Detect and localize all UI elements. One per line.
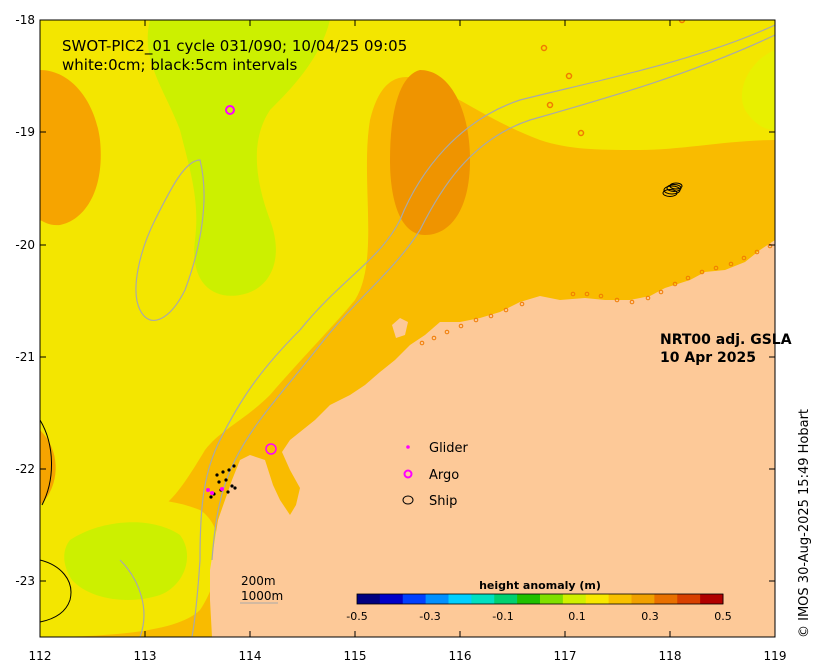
colorbar: height anomaly (m) -0.5 -0.3 -0.1 0.1 0.… — [346, 579, 731, 623]
colorbar-title: height anomaly (m) — [479, 579, 601, 592]
argo-marker — [225, 105, 235, 115]
lat-tick-label: -20 — [15, 238, 35, 252]
lon-tick-label: 118 — [659, 649, 682, 663]
sla-lime-east — [741, 50, 775, 130]
legend-label-ship: Ship — [429, 494, 457, 509]
sla-contours-5cm — [40, 419, 72, 623]
lat-tick-label: -21 — [15, 350, 35, 364]
depth-label-200m: 200m — [241, 574, 276, 588]
colorbar-frame — [356, 593, 724, 605]
argo-marker — [540, 44, 548, 52]
lon-tick-label: 114 — [239, 649, 262, 663]
colorbar-tick-label: 0.3 — [641, 610, 659, 623]
argo-legend-icon — [403, 469, 413, 479]
product-name: NRT00 adj. GSLA — [660, 332, 792, 348]
bathymetry-contours — [119, 24, 775, 637]
colorbar-tick-label: -0.5 — [346, 610, 367, 623]
colorbar-cell — [562, 594, 587, 604]
sla-lime-south — [64, 522, 188, 600]
lat-tick-label: -19 — [15, 125, 35, 139]
map-area — [40, 20, 775, 637]
glider-legend-icon — [406, 445, 410, 449]
colorbar-cell — [402, 594, 427, 604]
colorbar-tick-label: 0.5 — [714, 610, 732, 623]
colorbar-cell — [425, 594, 449, 604]
legend-label-argo: Argo — [429, 468, 459, 483]
lon-tick-label: 115 — [344, 649, 367, 663]
argo-marker — [265, 443, 277, 455]
product-date: 10 Apr 2025 — [660, 350, 756, 366]
lat-tick-label: -23 — [15, 574, 35, 588]
glider-marker — [220, 487, 224, 491]
colorbar-cell — [540, 594, 564, 604]
colorbar-cell — [494, 594, 518, 604]
colorbar-cell — [700, 594, 724, 604]
axis-ticks — [39, 19, 776, 637]
colorbar-cell — [654, 594, 678, 604]
argo-marker — [565, 72, 573, 80]
glider-markers — [206, 487, 224, 495]
argo-marker — [678, 20, 686, 24]
map-title-line1: SWOT-PIC2_01 cycle 031/090; 10/04/25 09:… — [62, 37, 407, 56]
marker-legend: Glider Argo Ship — [402, 441, 469, 509]
argo-marker — [577, 129, 585, 137]
map-title-line2: white:0cm; black:5cm intervals — [62, 56, 298, 74]
glider-marker — [210, 491, 214, 495]
legend-label-glider: Glider — [429, 441, 469, 456]
lon-tick-label: 112 — [29, 649, 52, 663]
ship-legend-icon — [402, 495, 414, 505]
colorbar-tick-label: -0.1 — [492, 610, 513, 623]
credit-text: © IMOS 30-Aug-2025 15:49 Hobart — [797, 409, 812, 638]
colorbar-cell — [517, 594, 541, 604]
land-mass — [210, 240, 775, 637]
ship-marker — [669, 182, 683, 190]
lon-tick-label: 116 — [449, 649, 472, 663]
lat-tick-label: -18 — [15, 13, 35, 27]
depth-label-1000m: 1000m — [241, 589, 283, 603]
lon-tick-label: 119 — [764, 649, 787, 663]
sla-orange-west — [40, 70, 101, 226]
argo-marker — [546, 101, 554, 109]
colorbar-cell — [585, 594, 610, 604]
map-frame — [39, 19, 776, 638]
colorbar-tick-labels: -0.5 -0.3 -0.1 0.1 0.3 0.5 — [346, 610, 731, 623]
colorbar-cell — [677, 594, 701, 604]
colorbar-cell — [379, 594, 404, 604]
colorbar-cell — [448, 594, 472, 604]
lon-tick-label: 113 — [134, 649, 157, 663]
colorbar-cell — [471, 594, 495, 604]
island — [392, 318, 408, 338]
lon-tick-labels: 112 113 114 115 116 117 118 119 — [29, 649, 787, 663]
ship-marker — [662, 189, 678, 197]
colorbar-tick-label: -0.3 — [419, 610, 440, 623]
colorbar-tick-label: 0.1 — [568, 610, 586, 623]
lat-tick-labels: -18 -19 -20 -21 -22 -23 — [15, 13, 35, 588]
coastal-dots — [419, 243, 773, 346]
sla-lime-region — [147, 20, 330, 296]
colorbar-cell — [608, 594, 632, 604]
ship-markers — [662, 182, 683, 197]
sla-orange-south — [40, 430, 56, 505]
argo-markers — [225, 20, 686, 455]
colorbar-cell — [357, 594, 381, 604]
lat-tick-label: -22 — [15, 462, 35, 476]
colorbar-cells — [357, 594, 724, 604]
sla-orange-north — [390, 70, 470, 235]
lon-tick-label: 117 — [554, 649, 577, 663]
colorbar-cell — [631, 594, 655, 604]
glider-marker — [206, 488, 210, 492]
